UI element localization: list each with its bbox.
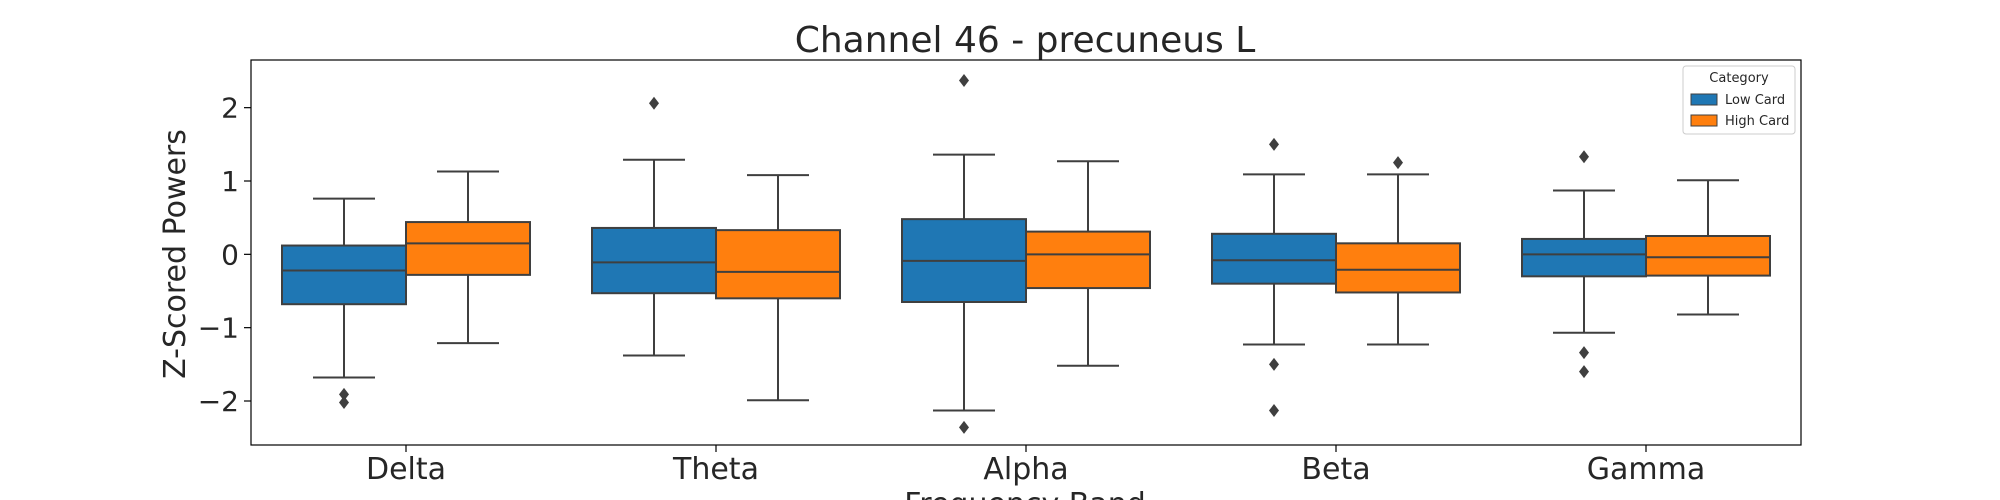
box-high-card-gamma — [1645, 179, 1771, 316]
box-high-card-alpha — [1025, 160, 1151, 367]
legend-title: Category — [1709, 71, 1769, 86]
outlier-point — [339, 387, 349, 401]
y-tick-label: 1 — [221, 165, 239, 198]
legend-swatch — [1690, 93, 1718, 106]
box-low-card-theta — [591, 96, 717, 357]
x-tick-label-theta: Theta — [672, 452, 759, 487]
x-tick-label-delta: Delta — [366, 452, 446, 487]
iqr-box — [1211, 232, 1337, 285]
x-axis-label: Frequency Band — [904, 487, 1146, 500]
box-high-card-delta — [405, 170, 531, 345]
outlier-point — [1579, 346, 1589, 360]
box-low-card-delta — [281, 197, 407, 409]
outlier-point — [959, 74, 969, 88]
chart-title: Channel 46 - precuneus L — [795, 20, 1256, 61]
legend: Category Low Card High Card — [1682, 65, 1796, 135]
outlier-point — [1269, 137, 1279, 151]
legend-label: High Card — [1725, 114, 1789, 129]
box-high-card-beta — [1335, 156, 1461, 346]
box-low-card-alpha — [901, 74, 1027, 434]
iqr-box — [281, 244, 407, 306]
y-tick-label: 2 — [221, 92, 239, 125]
x-tick-label-alpha: Alpha — [983, 452, 1068, 487]
y-tick-label: 0 — [221, 238, 239, 271]
y-axis-label: Z-Scored Powers — [158, 129, 193, 379]
outlier-point — [1269, 404, 1279, 418]
box-low-card-beta — [1211, 137, 1337, 418]
iqr-box — [1335, 242, 1461, 294]
outlier-point — [959, 420, 969, 434]
box-low-card-gamma — [1521, 150, 1647, 379]
outlier-point — [1269, 357, 1279, 371]
outlier-point — [1579, 150, 1589, 164]
y-tick-label: −2 — [198, 385, 239, 418]
outlier-point — [1393, 156, 1403, 170]
box-high-card-theta — [715, 174, 841, 402]
iqr-box — [1521, 237, 1647, 278]
outlier-point — [649, 96, 659, 110]
legend-swatch — [1690, 114, 1718, 127]
iqr-box — [405, 221, 531, 276]
legend-label: Low Card — [1725, 93, 1785, 108]
y-tick-label: −1 — [198, 312, 239, 345]
iqr-box — [1645, 235, 1771, 277]
iqr-box — [591, 226, 717, 295]
x-tick-label-gamma: Gamma — [1587, 452, 1705, 487]
iqr-box — [1025, 230, 1151, 290]
outlier-point — [1579, 365, 1589, 379]
x-tick-label-beta: Beta — [1301, 452, 1370, 487]
outlier-point — [339, 395, 349, 409]
iqr-box — [715, 229, 841, 300]
